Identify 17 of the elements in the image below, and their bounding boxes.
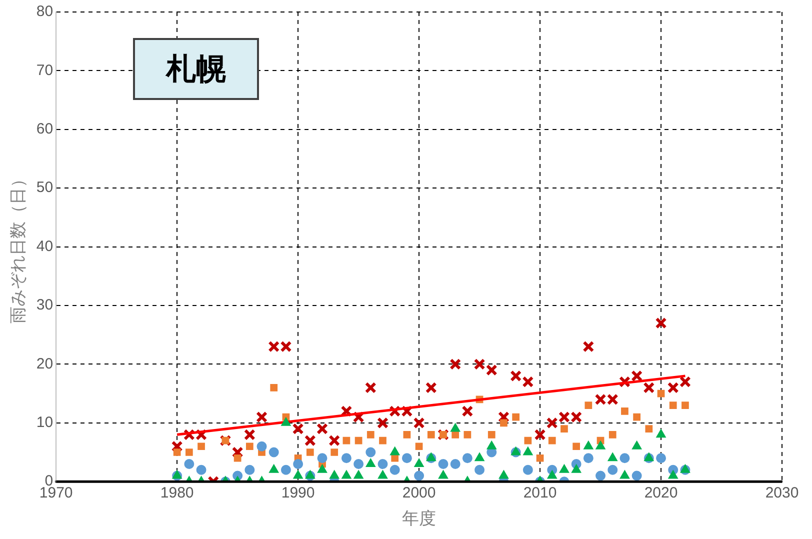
y-tick-label: 30 [36, 296, 54, 314]
y-tick-label: 60 [36, 120, 54, 138]
y-axis-title: 雨みぞれ日数（日） [8, 170, 29, 324]
y-tick-label: 80 [36, 3, 54, 20]
y-tick-label: 10 [36, 414, 54, 432]
x-tick-label: 2030 [765, 484, 799, 502]
x-tick-label: 1990 [281, 484, 315, 502]
y-tick-label: 50 [36, 179, 54, 196]
x-tick-label: 1980 [160, 484, 194, 502]
x-axis-title: 年度 [402, 509, 436, 530]
x-tick-label: 2010 [523, 484, 557, 502]
y-tick-label: 70 [36, 62, 54, 79]
x-tick-label: 2020 [644, 484, 678, 502]
y-tick-label: 20 [36, 355, 54, 372]
y-tick-label: 40 [36, 238, 54, 255]
text: 札幌 [133, 38, 259, 100]
x-tick-label: 2000 [402, 484, 436, 502]
